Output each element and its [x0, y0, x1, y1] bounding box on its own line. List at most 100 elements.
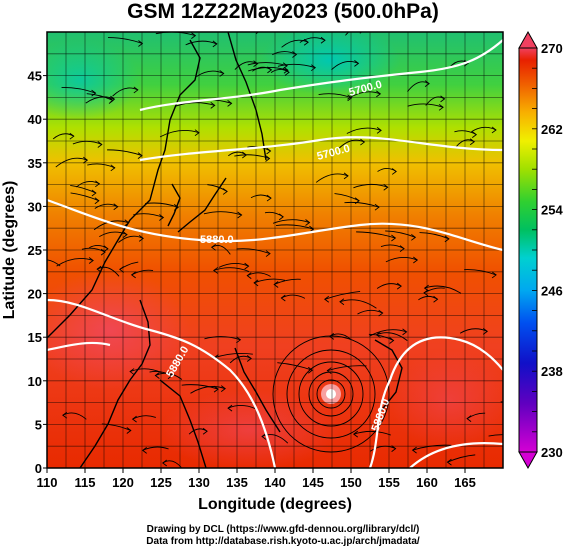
streamline-arrow	[213, 267, 219, 274]
streamline	[61, 87, 96, 94]
streamline	[86, 93, 114, 101]
streamline-arrow	[391, 168, 397, 175]
contour-label: 5880.0	[200, 234, 234, 246]
streamline	[247, 272, 271, 277]
x-axis-label: Longitude (degrees)	[198, 496, 352, 513]
streamline	[424, 285, 462, 294]
streamline-arrow	[126, 427, 132, 434]
streamline-arrow	[389, 337, 395, 344]
streamline-arrow	[131, 415, 137, 423]
x-tick-label: 115	[75, 475, 96, 490]
credits: Drawing by DCL (https://www.gfd-dennou.o…	[0, 524, 566, 548]
streamline-arrow	[246, 355, 252, 362]
x-axis-ticks: 110 115 120 125 130 135 140 145 150 155 160 165	[37, 468, 476, 490]
streamline	[248, 67, 289, 72]
streamline-arrow	[391, 234, 397, 242]
streamline-arrow	[191, 32, 197, 39]
streamline	[107, 149, 143, 157]
y-tick-label: 10	[28, 374, 42, 389]
streamline	[324, 290, 361, 300]
streamline-arrow	[173, 204, 179, 211]
y-tick-label: 35	[28, 156, 42, 171]
streamline-arrow	[267, 66, 273, 74]
x-tick-label: 165	[454, 475, 476, 490]
streamline	[353, 430, 391, 436]
streamline-arrow	[284, 69, 290, 76]
streamline-arrow	[129, 368, 135, 375]
streamline	[159, 130, 200, 138]
chart-title: GSM 12Z22May2023 (500.0hPa)	[127, 0, 439, 23]
streamline-arrow	[411, 233, 417, 241]
streamline	[334, 193, 360, 202]
colorbar-tick-label: 262	[541, 122, 563, 137]
x-tick-label: 125	[150, 475, 172, 490]
lat-lon-grid	[46, 31, 504, 469]
streamline	[253, 278, 286, 284]
streamline-arrow	[433, 295, 439, 303]
streamline-arrow	[220, 385, 226, 393]
x-tick-label: 145	[302, 475, 324, 490]
x-tick-label: 120	[112, 475, 134, 490]
streamline-arrow	[266, 194, 272, 202]
streamline	[236, 248, 271, 254]
streamline-arrow	[424, 80, 430, 87]
streamline-arrow	[402, 328, 408, 336]
streamline-arrow	[472, 131, 478, 138]
streamline-arrow	[354, 197, 360, 205]
streamline-arrow	[95, 180, 101, 188]
cyclone-streamline	[308, 371, 354, 417]
streamline-arrow	[210, 102, 216, 109]
x-tick-label: 160	[416, 475, 438, 490]
colorbar-min-arrow	[518, 451, 538, 470]
streamline-arrow	[94, 197, 100, 205]
streamline-arrow	[253, 60, 259, 68]
streamline	[331, 61, 359, 70]
streamline-arrow	[343, 172, 349, 180]
streamline-arrow	[212, 40, 218, 48]
streamline	[272, 219, 310, 224]
colorbar-tick-label: 270	[541, 41, 563, 56]
cyclone-streamline	[316, 379, 346, 409]
streamline-arrow	[376, 90, 382, 98]
streamline-arrow	[396, 282, 402, 290]
streamline-arrow	[253, 279, 259, 287]
streamline	[203, 211, 242, 216]
streamline	[213, 267, 250, 272]
streamline	[273, 278, 301, 285]
streamline-arrow	[307, 366, 314, 374]
streamline-arrow	[133, 86, 139, 94]
streamline	[247, 62, 288, 67]
streamline-arrow	[324, 295, 330, 303]
streamline-arrow	[227, 100, 233, 107]
streamline-arrow	[399, 245, 405, 252]
streamline-arrow	[491, 271, 497, 279]
streamline-arrow	[391, 445, 397, 453]
streamline	[281, 39, 309, 48]
streamline-arrow	[236, 336, 242, 344]
streamline-arrow	[278, 213, 284, 221]
x-tick-label: 110	[37, 475, 58, 490]
streamline-arrow	[469, 138, 475, 146]
height-contours	[47, 39, 503, 468]
y-tick-label: 30	[28, 199, 42, 214]
cyclone-streamline	[298, 361, 364, 427]
colorbar-max-arrow	[518, 30, 538, 49]
streamline-arrow	[265, 155, 271, 162]
credit-line-2: Data from http://database.rish.kyoto-u.a…	[146, 536, 420, 547]
streamline	[459, 328, 488, 334]
streamline	[56, 258, 94, 267]
streamline	[181, 384, 219, 390]
colorbar-tick-label: 230	[541, 445, 563, 460]
streamline	[218, 263, 249, 268]
streamline-arrow	[284, 24, 288, 30]
streamline	[277, 63, 316, 69]
streamline-arrow	[347, 94, 353, 102]
streamline-arrow	[222, 188, 228, 195]
streamline-arrow	[482, 327, 488, 335]
y-axis-label: Latitude (degrees)	[1, 181, 18, 320]
streamline-arrow	[273, 281, 279, 288]
streamline-arrow	[353, 430, 359, 438]
streamline-arrow	[110, 164, 116, 172]
cyclone-streamline	[286, 349, 376, 439]
credit-line-1: Drawing by DCL (https://www.gfd-dennou.o…	[146, 524, 420, 535]
